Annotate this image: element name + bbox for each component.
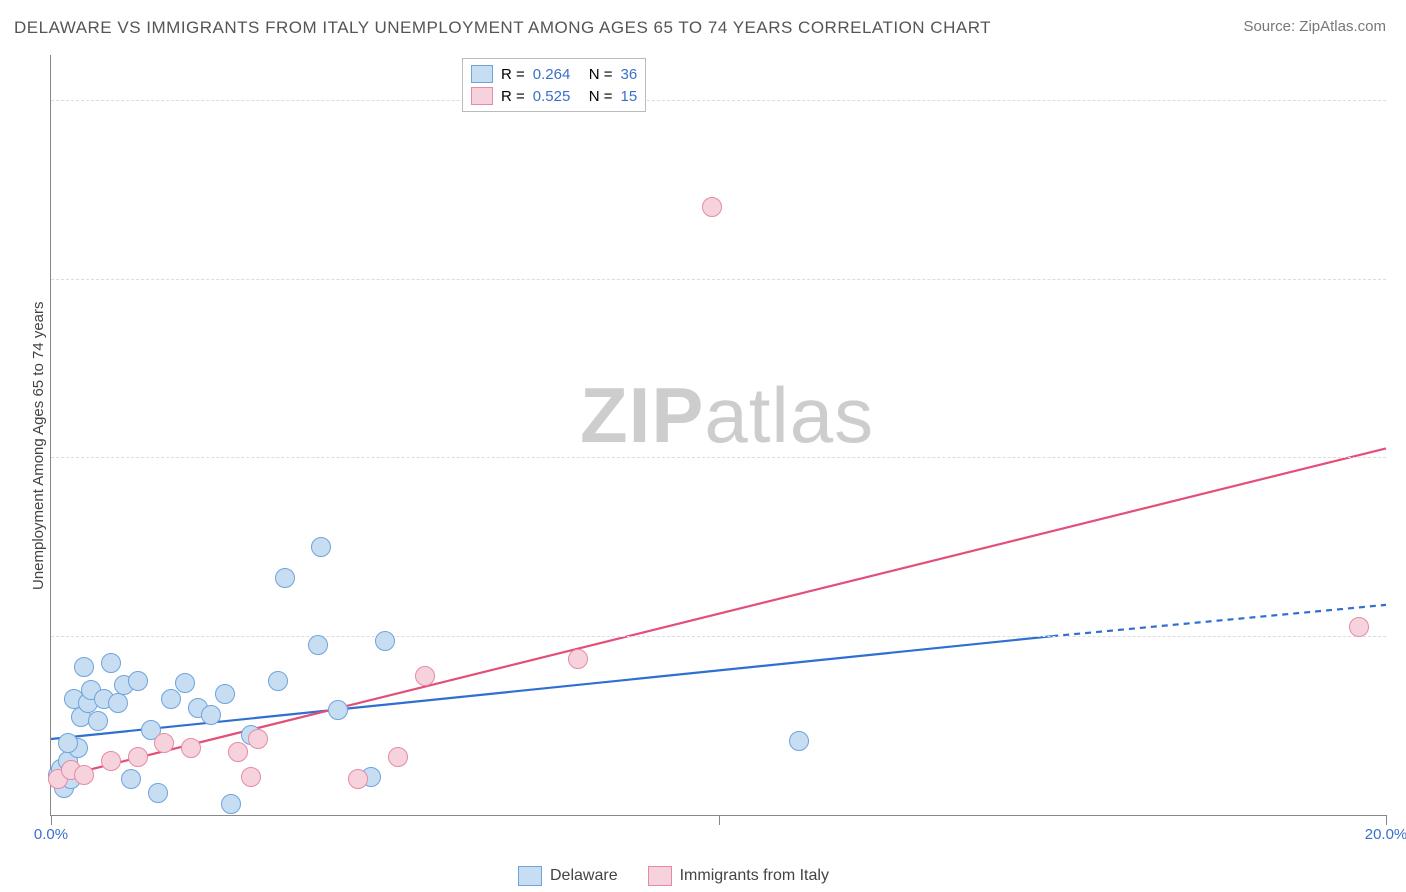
data-point bbox=[175, 673, 195, 693]
legend-series-name: Delaware bbox=[550, 867, 618, 884]
data-point bbox=[348, 769, 368, 789]
data-point bbox=[789, 731, 809, 751]
data-point bbox=[101, 653, 121, 673]
data-point bbox=[148, 783, 168, 803]
y-tick-label: 60.0% bbox=[1391, 270, 1406, 287]
series-legend: Delaware Immigrants from Italy bbox=[518, 866, 829, 886]
trend-line bbox=[1052, 605, 1386, 636]
legend-swatch bbox=[471, 87, 493, 105]
y-tick-label: 80.0% bbox=[1391, 91, 1406, 108]
data-point bbox=[58, 733, 78, 753]
data-point bbox=[702, 197, 722, 217]
gridline bbox=[51, 100, 1386, 101]
data-point bbox=[154, 733, 174, 753]
data-point bbox=[74, 765, 94, 785]
data-point bbox=[128, 671, 148, 691]
legend-n-label: N = bbox=[589, 88, 613, 105]
legend-row: R = 0.264 N = 36 bbox=[471, 63, 637, 85]
trend-line bbox=[51, 636, 1052, 739]
data-point bbox=[248, 729, 268, 749]
data-point bbox=[308, 635, 328, 655]
legend-swatch bbox=[518, 866, 542, 886]
chart-title: DELAWARE VS IMMIGRANTS FROM ITALY UNEMPL… bbox=[14, 18, 991, 38]
data-point bbox=[228, 742, 248, 762]
y-axis-label: Unemployment Among Ages 65 to 74 years bbox=[30, 301, 47, 590]
data-point bbox=[108, 693, 128, 713]
watermark-atlas: atlas bbox=[704, 371, 874, 459]
data-point bbox=[215, 684, 235, 704]
x-tick-label: 20.0% bbox=[1365, 826, 1406, 843]
data-point bbox=[128, 747, 148, 767]
data-point bbox=[375, 631, 395, 651]
source-label: Source: ZipAtlas.com bbox=[1243, 18, 1386, 35]
data-point bbox=[1349, 617, 1369, 637]
data-point bbox=[181, 738, 201, 758]
data-point bbox=[275, 568, 295, 588]
data-point bbox=[74, 657, 94, 677]
x-tick-mark bbox=[719, 815, 720, 825]
data-point bbox=[88, 711, 108, 731]
watermark-zip: ZIP bbox=[580, 371, 704, 459]
legend-r-value: 0.264 bbox=[533, 66, 581, 83]
data-point bbox=[101, 751, 121, 771]
x-tick-mark bbox=[1386, 815, 1387, 825]
correlation-legend: R = 0.264 N = 36 R = 0.525 N = 15 bbox=[462, 58, 646, 112]
legend-r-label: R = bbox=[501, 88, 525, 105]
data-point bbox=[268, 671, 288, 691]
legend-r-value: 0.525 bbox=[533, 88, 581, 105]
data-point bbox=[221, 794, 241, 814]
data-point bbox=[415, 666, 435, 686]
legend-r-label: R = bbox=[501, 66, 525, 83]
legend-swatch bbox=[471, 65, 493, 83]
x-tick-label: 0.0% bbox=[34, 826, 68, 843]
x-tick-mark bbox=[51, 815, 52, 825]
data-point bbox=[201, 705, 221, 725]
legend-swatch bbox=[648, 866, 672, 886]
gridline bbox=[51, 636, 1386, 637]
data-point bbox=[161, 689, 181, 709]
legend-item: Delaware bbox=[518, 866, 618, 886]
gridline bbox=[51, 279, 1386, 280]
data-point bbox=[568, 649, 588, 669]
legend-n-value: 36 bbox=[621, 66, 638, 83]
data-point bbox=[388, 747, 408, 767]
legend-series-name: Immigrants from Italy bbox=[680, 867, 829, 884]
legend-row: R = 0.525 N = 15 bbox=[471, 85, 637, 107]
y-tick-label: 20.0% bbox=[1391, 628, 1406, 645]
data-point bbox=[241, 767, 261, 787]
data-point bbox=[311, 537, 331, 557]
data-point bbox=[121, 769, 141, 789]
legend-n-value: 15 bbox=[621, 88, 638, 105]
data-point bbox=[328, 700, 348, 720]
y-tick-label: 40.0% bbox=[1391, 449, 1406, 466]
legend-item: Immigrants from Italy bbox=[648, 866, 829, 886]
legend-n-label: N = bbox=[589, 66, 613, 83]
watermark: ZIPatlas bbox=[580, 370, 874, 461]
